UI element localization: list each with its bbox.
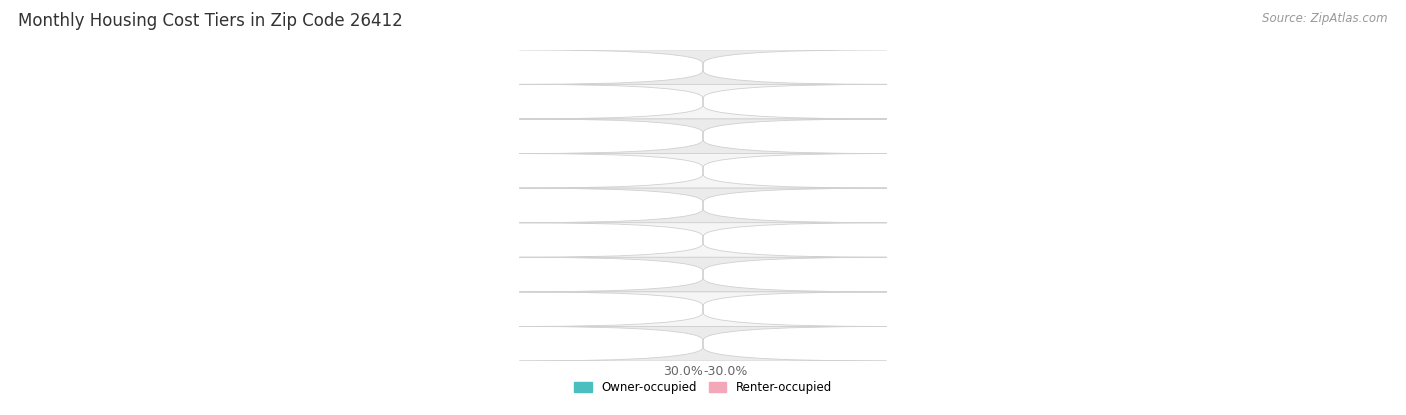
- FancyBboxPatch shape: [519, 257, 887, 292]
- FancyBboxPatch shape: [519, 292, 887, 327]
- Text: -30.0%: -30.0%: [703, 364, 748, 378]
- FancyBboxPatch shape: [519, 327, 887, 361]
- Legend: Owner-occupied, Renter-occupied: Owner-occupied, Renter-occupied: [569, 376, 837, 399]
- Text: Monthly Housing Cost Tiers in Zip Code 26412: Monthly Housing Cost Tiers in Zip Code 2…: [18, 12, 404, 30]
- Text: 30.0%: 30.0%: [664, 364, 703, 378]
- FancyBboxPatch shape: [519, 119, 887, 154]
- FancyBboxPatch shape: [519, 188, 887, 223]
- FancyBboxPatch shape: [519, 154, 887, 188]
- Text: Source: ZipAtlas.com: Source: ZipAtlas.com: [1263, 12, 1388, 25]
- FancyBboxPatch shape: [519, 84, 887, 119]
- FancyBboxPatch shape: [519, 50, 887, 84]
- FancyBboxPatch shape: [519, 223, 887, 257]
